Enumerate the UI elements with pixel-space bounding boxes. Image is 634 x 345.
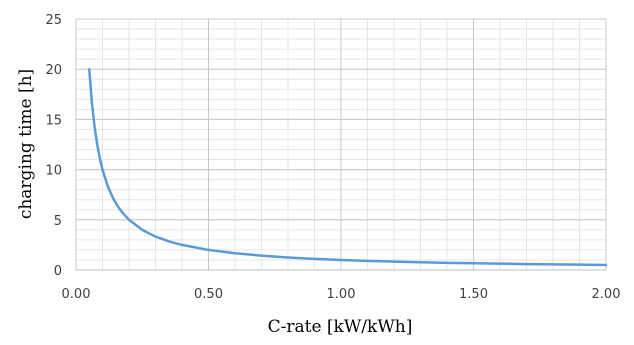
- major-gridlines: [75, 18, 607, 271]
- y-tick-label: 20: [45, 63, 62, 78]
- y-tick-labels: 0 5 10 15 20 25: [45, 13, 62, 279]
- x-tick-label: 0.00: [62, 287, 91, 302]
- y-tick-label: 5: [54, 214, 62, 229]
- y-tick-label: 10: [45, 164, 62, 179]
- y-tick-label: 0: [54, 264, 62, 279]
- x-tick-label: 0.50: [194, 287, 223, 302]
- series-line: [88, 67, 608, 267]
- x-tick-label: 1.00: [327, 287, 356, 302]
- x-tick-label: 1.50: [459, 287, 488, 302]
- x-tick-label: 2.00: [592, 287, 621, 302]
- series-layer: [88, 67, 608, 267]
- x-tick-labels: 0.00 0.50 1.00 1.50 2.00: [62, 287, 621, 302]
- y-tick-label: 15: [45, 113, 62, 128]
- y-tick-label: 25: [45, 13, 62, 28]
- x-axis-title: C-rate [kW/kWh]: [268, 317, 413, 337]
- y-axis-title: charging time [h]: [16, 69, 36, 219]
